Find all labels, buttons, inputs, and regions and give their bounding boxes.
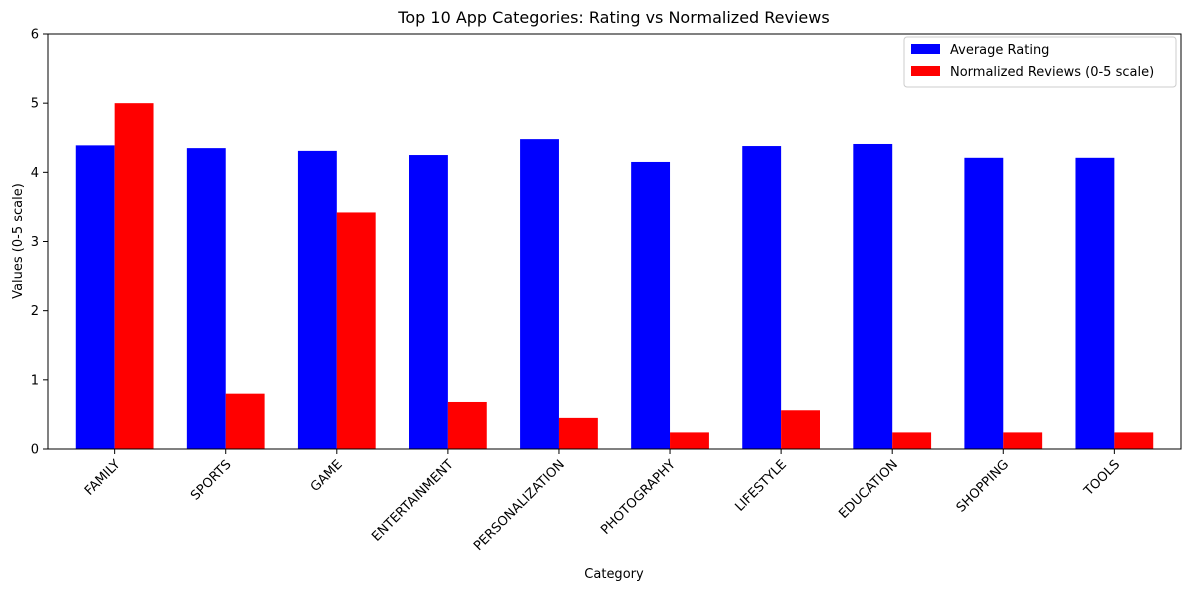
bar-rating-shopping [964,157,1004,449]
bar-reviews-entertainment [447,401,487,449]
bar-rating-lifestyle [742,146,782,450]
y-tick-label: 0 [31,443,39,458]
bar-reviews-shopping [1003,432,1043,449]
y-tick-label: 6 [31,28,39,43]
y-tick-label: 4 [31,166,39,181]
y-axis-label: Values (0-5 scale) [11,183,26,299]
legend-swatch-average-rating [911,44,940,54]
legend-box [903,36,1177,88]
bar-rating-entertainment [409,155,448,450]
chart-title: Top 10 App Categories: Rating vs Normali… [397,8,829,27]
bar-rating-family [75,145,115,450]
legend-swatch-normalized-reviews [911,66,940,76]
bar-reviews-family [114,103,154,450]
bar-reviews-education [892,432,932,449]
bar-rating-tools [1075,157,1115,449]
bar-rating-personalization [520,139,559,449]
bar-rating-sports [186,148,226,450]
bar-reviews-photography [670,432,709,449]
bar-reviews-game [336,212,376,449]
y-axis: 0 1 2 3 4 5 6 [31,28,48,458]
bars-layer [75,103,1154,450]
x-axis-label: Category [584,567,644,582]
y-tick-label: 1 [31,373,39,388]
bar-rating-game [297,150,337,449]
y-tick-label: 3 [31,235,39,250]
legend-label-normalized-reviews: Normalized Reviews (0-5 scale) [950,65,1154,80]
bar-reviews-sports [225,393,265,449]
bar-rating-photography [631,161,671,449]
bar-reviews-tools [1114,432,1154,449]
y-tick-label: 5 [31,97,39,112]
y-tick-label: 2 [31,304,39,319]
legend-label-average-rating: Average Rating [950,43,1049,58]
bar-reviews-lifestyle [781,410,820,449]
bar-reviews-personalization [558,417,598,450]
legend: Average Rating Normalized Reviews (0-5 s… [903,36,1177,88]
bar-rating-education [853,143,893,450]
